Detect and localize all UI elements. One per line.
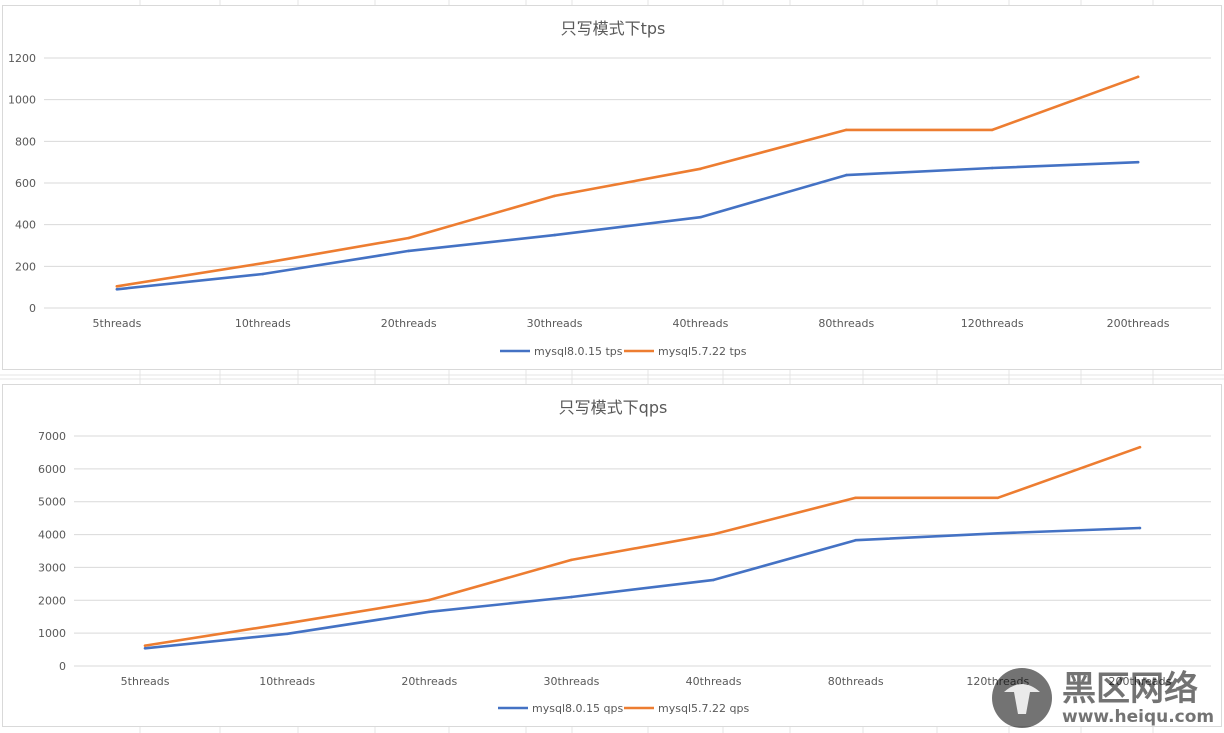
data-point	[115, 287, 119, 291]
data-point	[1138, 526, 1142, 530]
legend-label: mysql8.0.15 tps	[534, 345, 623, 358]
series-line-0	[115, 160, 1140, 291]
data-point	[428, 598, 431, 602]
data-point	[990, 128, 994, 132]
y-tick-label: 6000	[38, 463, 66, 476]
x-tick-label: 120threads	[961, 317, 1024, 330]
y-tick-label: 1000	[38, 627, 66, 640]
heiqu-watermark-logo: 黑区网络 www.heiqu.com	[992, 668, 1214, 728]
data-point	[712, 578, 715, 582]
data-point	[407, 236, 410, 240]
x-tick-label: 200threads	[1109, 675, 1172, 688]
data-point	[699, 167, 702, 171]
x-tick-label: 40threads	[673, 317, 729, 330]
series-line-1	[115, 75, 1140, 288]
data-point	[261, 272, 265, 276]
data-point	[996, 531, 1000, 535]
x-tick-label: 5threads	[121, 675, 170, 688]
series-line-0	[143, 526, 1142, 650]
data-point	[990, 166, 994, 170]
data-point	[285, 621, 289, 625]
data-point	[996, 496, 1000, 500]
data-point	[845, 128, 848, 132]
data-point	[143, 646, 147, 650]
x-tick-label: 10threads	[259, 675, 315, 688]
data-point	[699, 215, 702, 219]
y-tick-label: 400	[15, 219, 36, 232]
watermark-text-url: www.heiqu.com	[1062, 707, 1214, 727]
y-tick-label: 1200	[8, 52, 36, 65]
data-point	[1136, 75, 1140, 79]
x-tick-label: 30threads	[527, 317, 583, 330]
x-tick-label: 5threads	[93, 317, 142, 330]
y-tick-label: 200	[15, 260, 36, 273]
y-tick-label: 600	[15, 177, 36, 190]
y-tick-label: 3000	[38, 561, 66, 574]
y-tick-label: 7000	[38, 430, 66, 443]
data-point	[285, 632, 289, 636]
x-tick-label: 80threads	[828, 675, 884, 688]
data-point	[143, 644, 147, 647]
y-tick-label: 0	[29, 302, 36, 315]
y-tick-label: 0	[59, 660, 66, 673]
x-tick-label: 20threads	[381, 317, 437, 330]
data-point	[854, 538, 857, 542]
y-tick-label: 4000	[38, 529, 66, 542]
x-tick-label: 40threads	[686, 675, 742, 688]
y-tick-label: 800	[15, 135, 36, 148]
x-tick-label: 20threads	[401, 675, 457, 688]
y-tick-label: 5000	[38, 496, 66, 509]
data-point	[845, 173, 848, 177]
tps-chart-svg: 只写模式下tps 0 200 400 600 800 1000 1200 5threads 10t…	[8, 19, 1211, 358]
chart-title: 只写模式下tps	[561, 19, 666, 38]
data-point	[1138, 445, 1142, 449]
data-point	[712, 532, 715, 536]
y-tick-label: 2000	[38, 594, 66, 607]
chart-title: 只写模式下qps	[559, 398, 668, 417]
data-point	[854, 496, 857, 500]
watermark-text-cn: 黑区网络	[1062, 669, 1198, 709]
legend-label: mysql5.7.22 qps	[658, 702, 749, 715]
data-point	[570, 595, 573, 599]
data-point	[261, 261, 265, 265]
series-line-1	[143, 445, 1142, 647]
data-point	[428, 610, 431, 614]
data-point	[115, 285, 119, 288]
tps-chart: 只写模式下tps 0 200 400 600 800 1000 1200 5threads 10t…	[2, 5, 1222, 370]
legend-label: mysql5.7.22 tps	[658, 345, 747, 358]
x-tick-label: 30threads	[544, 675, 600, 688]
legend-label: mysql8.0.15 qps	[532, 702, 623, 715]
data-point	[407, 249, 410, 253]
x-tick-label: 10threads	[235, 317, 291, 330]
data-point	[570, 558, 573, 562]
data-point	[553, 233, 556, 237]
x-tick-label: 80threads	[818, 317, 874, 330]
x-tick-label: 200threads	[1107, 317, 1170, 330]
qps-chart-svg: 只写模式下qps 0 1000 2000 3000 4000 5000 6000 7000 5th…	[38, 398, 1211, 715]
data-point	[1136, 160, 1140, 164]
data-point	[553, 194, 556, 198]
y-tick-label: 1000	[8, 94, 36, 107]
